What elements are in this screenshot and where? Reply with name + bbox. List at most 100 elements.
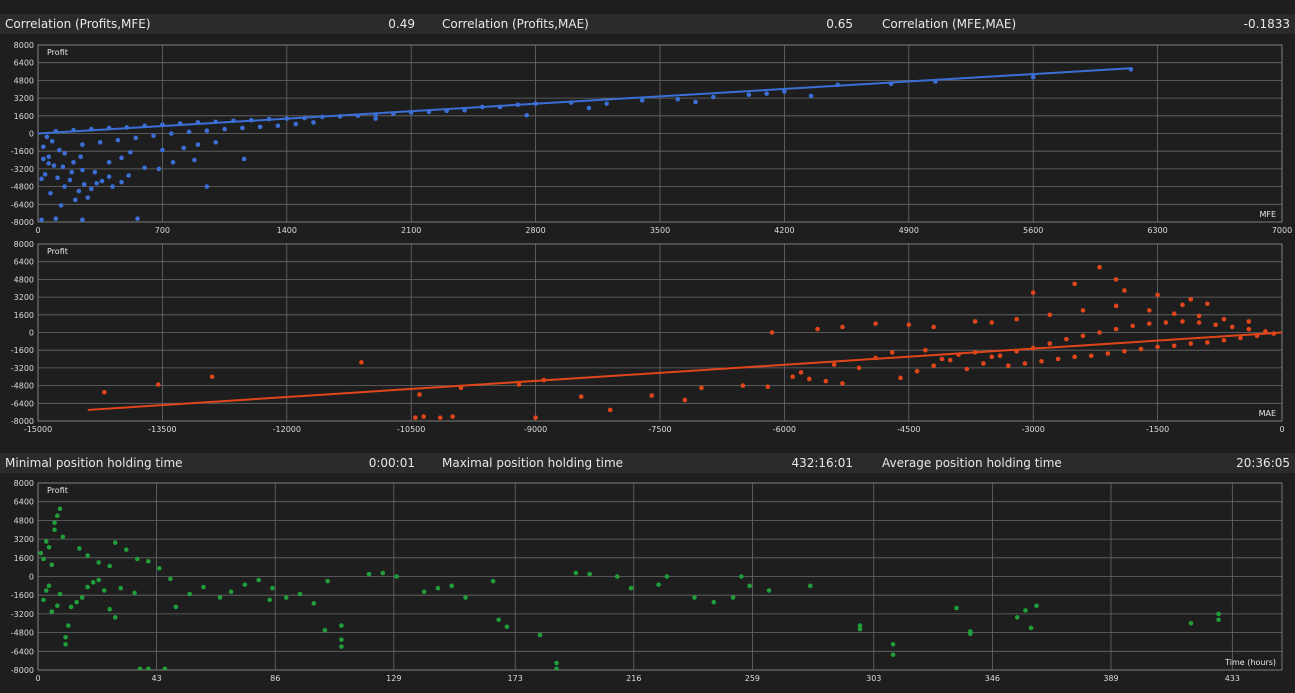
x-tick-label: 6300 xyxy=(1147,226,1167,235)
data-point xyxy=(325,578,330,584)
data-point xyxy=(339,637,344,642)
data-point xyxy=(1097,264,1102,270)
data-point xyxy=(366,571,372,577)
data-point xyxy=(43,588,49,593)
data-point xyxy=(107,563,113,569)
data-point xyxy=(1188,297,1194,302)
data-point xyxy=(1246,326,1252,332)
stat-value-profits-mae: 0.65 xyxy=(826,17,853,31)
data-point xyxy=(840,381,845,386)
data-point xyxy=(256,577,261,583)
data-point xyxy=(146,559,151,564)
data-point xyxy=(275,123,281,129)
data-point xyxy=(675,96,681,102)
data-point xyxy=(63,634,68,640)
y-tick-label: 8000 xyxy=(14,479,34,488)
data-point xyxy=(119,155,124,161)
y-tick-label: 0 xyxy=(29,329,34,338)
data-point xyxy=(119,179,124,185)
stat-label-profits-mae: Correlation (Profits,MAE) xyxy=(442,17,589,31)
data-point xyxy=(923,347,928,353)
y-tick-label: 4800 xyxy=(14,516,34,525)
data-point xyxy=(823,378,829,384)
data-point xyxy=(160,147,165,153)
y-axis-label: Profit xyxy=(47,486,68,495)
data-point xyxy=(133,135,139,141)
x-axis-label: Time (hours) xyxy=(1224,658,1276,667)
data-point xyxy=(97,140,103,145)
data-point xyxy=(898,375,903,381)
data-point xyxy=(939,356,945,362)
data-point xyxy=(1238,335,1243,341)
data-point xyxy=(554,666,559,670)
data-point xyxy=(228,589,234,594)
data-point xyxy=(1188,341,1194,346)
data-point xyxy=(1080,333,1086,339)
y-axis-label: Profit xyxy=(47,48,68,57)
x-tick-label: 0 xyxy=(35,674,40,683)
data-point xyxy=(74,599,79,605)
x-tick-label: 5600 xyxy=(1023,226,1043,235)
data-point xyxy=(107,606,113,612)
y-tick-label: 4800 xyxy=(14,76,34,85)
y-tick-label: -8000 xyxy=(11,218,34,227)
scatter-chart-profit-vs-time: -8000 -6400 -4800 -3200 -1600 0 1600 3200 4800 64… xyxy=(11,479,1283,683)
data-point xyxy=(80,217,85,222)
data-point xyxy=(92,169,98,175)
data-point xyxy=(101,588,107,593)
data-point xyxy=(1022,361,1028,366)
y-tick-label: 1600 xyxy=(14,554,34,563)
data-point xyxy=(1072,354,1077,360)
data-point xyxy=(55,513,60,519)
data-point xyxy=(51,163,57,168)
x-axis-label: MFE xyxy=(1259,210,1276,219)
data-point xyxy=(81,182,87,187)
data-point xyxy=(128,150,133,155)
data-point xyxy=(96,577,101,583)
data-point xyxy=(450,414,455,419)
data-point xyxy=(99,178,105,184)
data-point xyxy=(1064,336,1069,342)
x-tick-label: -4500 xyxy=(897,425,920,434)
data-point xyxy=(242,582,248,587)
data-point xyxy=(1196,320,1202,325)
y-tick-label: 0 xyxy=(29,573,34,582)
data-point xyxy=(746,92,752,98)
data-point xyxy=(1047,341,1053,346)
y-tick-label: -4800 xyxy=(11,629,34,638)
data-point xyxy=(380,570,386,576)
x-tick-label: 86 xyxy=(270,674,280,683)
data-points-mae xyxy=(87,264,1282,420)
data-point xyxy=(906,322,912,328)
data-point xyxy=(192,157,197,163)
data-point xyxy=(168,576,173,582)
x-tick-label: 433 xyxy=(1225,674,1240,683)
x-tick-label: 7000 xyxy=(1272,226,1292,235)
data-point xyxy=(146,666,151,670)
data-point xyxy=(413,415,418,420)
x-tick-label: -15000 xyxy=(24,425,52,434)
data-point xyxy=(1080,308,1086,313)
data-point xyxy=(656,582,661,587)
data-point xyxy=(1180,302,1185,308)
data-point xyxy=(241,156,247,162)
y-tick-label: -6400 xyxy=(11,200,34,209)
data-point xyxy=(49,138,55,144)
data-points-time xyxy=(38,506,1221,670)
data-point xyxy=(339,623,344,628)
data-point xyxy=(587,571,592,577)
y-tick-label: 1600 xyxy=(14,311,34,320)
data-point xyxy=(693,99,698,105)
data-point xyxy=(764,91,769,96)
x-tick-label: -13500 xyxy=(148,425,176,434)
stat-label-profits-mfe: Correlation (Profits,MFE) xyxy=(5,17,151,31)
data-point xyxy=(1105,351,1111,356)
data-point xyxy=(373,116,378,121)
x-tick-label: -3000 xyxy=(1022,425,1045,434)
data-point xyxy=(96,560,101,565)
data-point xyxy=(614,574,620,579)
data-point xyxy=(711,599,717,605)
data-point xyxy=(52,527,57,533)
data-point xyxy=(856,365,862,371)
data-point xyxy=(204,128,210,134)
